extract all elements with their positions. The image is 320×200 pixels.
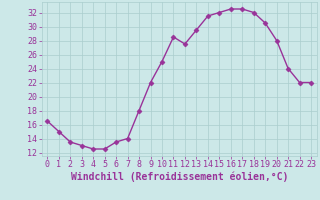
X-axis label: Windchill (Refroidissement éolien,°C): Windchill (Refroidissement éolien,°C) (70, 172, 288, 182)
